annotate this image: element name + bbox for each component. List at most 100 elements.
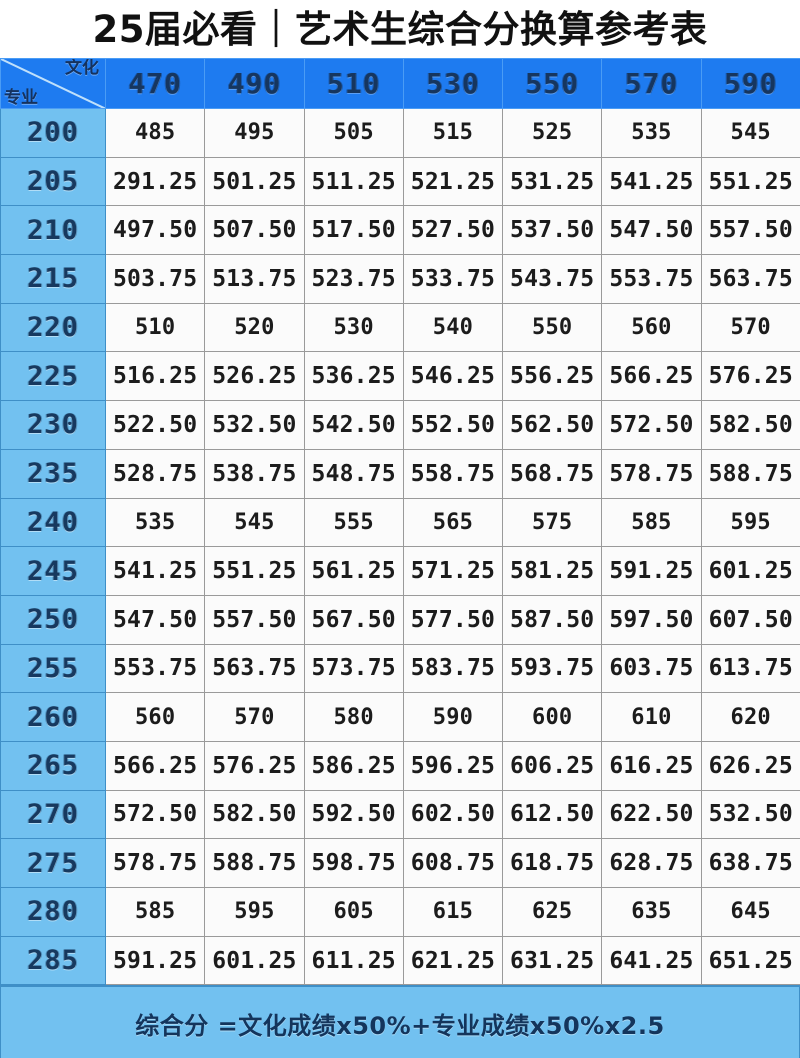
score-cell-r230-c530: 552.50 <box>402 400 504 450</box>
column-header-1: 490 <box>204 58 305 109</box>
score-cell-r240-c530: 565 <box>402 497 504 548</box>
score-cell-r280-c530: 615 <box>402 887 504 937</box>
table-row: 205 291.25 501.25 511.25 521.25 531.25 541.25 5… <box>0 156 800 207</box>
score-cell-r250-c490: 557.50 <box>204 594 305 645</box>
score-cell-r275-c510: 598.75 <box>303 838 404 888</box>
score-cell-r280-c490: 595 <box>204 887 305 937</box>
score-cell-r235-c570: 578.75 <box>601 448 702 499</box>
table-row: 285 591.25 601.25 611.25 621.25 631.25 641.25 6… <box>0 935 800 986</box>
formula-band: 综合分 =文化成绩x50%+专业成绩x50%x2.5 <box>0 985 800 1058</box>
column-header-5: 570 <box>601 58 702 109</box>
score-cell-r270-c490: 582.50 <box>204 789 305 840</box>
row-header-285: 285 <box>0 935 106 986</box>
score-cell-r245-c590: 601.25 <box>700 546 800 596</box>
score-conversion-table: 文化 专业 470 490 510 530 550 570 590 200 485… <box>0 58 800 986</box>
score-cell-r255-c470: 553.75 <box>104 643 206 694</box>
score-cell-r205-c490: 501.25 <box>204 156 305 207</box>
score-cell-r235-c530: 558.75 <box>402 448 504 499</box>
score-cell-r225-c490: 526.25 <box>204 351 305 402</box>
score-cell-r250-c550: 587.50 <box>502 594 603 645</box>
score-cell-r230-c570: 572.50 <box>601 400 702 450</box>
score-cell-r240-c570: 585 <box>601 497 702 548</box>
row-header-220: 220 <box>0 302 106 353</box>
score-cell-r265-c470: 566.25 <box>104 740 206 791</box>
score-cell-r220-c510: 530 <box>303 302 404 353</box>
score-cell-r230-c470: 522.50 <box>104 400 206 450</box>
score-cell-r285-c570: 641.25 <box>601 935 702 986</box>
row-header-230: 230 <box>0 400 106 450</box>
score-cell-r245-c570: 591.25 <box>601 546 702 596</box>
score-cell-r240-c550: 575 <box>502 497 603 548</box>
column-header-2: 510 <box>303 58 404 109</box>
score-table-container: 文化 专业 470 490 510 530 550 570 590 200 485… <box>0 58 800 986</box>
table-row: 280 585 595 605 615 625 635 645 <box>0 887 800 937</box>
table-header: 文化 专业 470 490 510 530 550 570 590 <box>0 58 800 109</box>
score-cell-r205-c530: 521.25 <box>402 156 504 207</box>
score-cell-r225-c550: 556.25 <box>502 351 603 402</box>
score-cell-r250-c510: 567.50 <box>303 594 404 645</box>
score-cell-r220-c590: 570 <box>700 302 800 353</box>
score-cell-r285-c590: 651.25 <box>700 935 800 986</box>
score-cell-r260-c590: 620 <box>700 692 800 742</box>
score-cell-r280-c510: 605 <box>303 887 404 937</box>
score-cell-r215-c510: 523.75 <box>303 254 404 304</box>
score-cell-r220-c530: 540 <box>402 302 504 353</box>
score-cell-r235-c510: 548.75 <box>303 448 404 499</box>
score-cell-r220-c490: 520 <box>204 302 305 353</box>
row-header-250: 250 <box>0 594 106 645</box>
score-cell-r265-c550: 606.25 <box>502 740 603 791</box>
column-header-6: 590 <box>700 58 800 109</box>
score-cell-r275-c470: 578.75 <box>104 838 206 888</box>
score-cell-r240-c510: 555 <box>303 497 404 548</box>
score-cell-r270-c530: 602.50 <box>402 789 504 840</box>
table-row: 210 497.50 507.50 517.50 527.50 537.50 547.50 5… <box>0 205 800 256</box>
row-header-235: 235 <box>0 448 106 499</box>
score-cell-r230-c590: 582.50 <box>700 400 800 450</box>
score-cell-r215-c570: 553.75 <box>601 254 702 304</box>
row-header-225: 225 <box>0 351 106 402</box>
column-header-3: 530 <box>402 58 504 109</box>
score-cell-r205-c470: 291.25 <box>104 156 206 207</box>
column-header-4: 550 <box>502 58 603 109</box>
row-header-275: 275 <box>0 838 106 888</box>
score-cell-r275-c550: 618.75 <box>502 838 603 888</box>
score-cell-r280-c590: 645 <box>700 887 800 937</box>
table-row: 215 503.75 513.75 523.75 533.75 543.75 553.75 5… <box>0 254 800 304</box>
score-cell-r250-c530: 577.50 <box>402 594 504 645</box>
table-row: 260 560 570 580 590 600 610 620 <box>0 692 800 742</box>
score-cell-r210-c490: 507.50 <box>204 205 305 256</box>
score-cell-r285-c490: 601.25 <box>204 935 305 986</box>
score-cell-r210-c470: 497.50 <box>104 205 206 256</box>
score-cell-r225-c510: 536.25 <box>303 351 404 402</box>
score-cell-r265-c590: 626.25 <box>700 740 800 791</box>
row-header-210: 210 <box>0 205 106 256</box>
score-cell-r260-c490: 570 <box>204 692 305 742</box>
score-cell-r225-c470: 516.25 <box>104 351 206 402</box>
score-cell-r225-c530: 546.25 <box>402 351 504 402</box>
table-row: 250 547.50 557.50 567.50 577.50 587.50 597.50 6… <box>0 594 800 645</box>
score-cell-r255-c570: 603.75 <box>601 643 702 694</box>
score-cell-r230-c490: 532.50 <box>204 400 305 450</box>
score-cell-r215-c590: 563.75 <box>700 254 800 304</box>
table-row: 255 553.75 563.75 573.75 583.75 593.75 603.75 6… <box>0 643 800 694</box>
score-cell-r205-c550: 531.25 <box>502 156 603 207</box>
row-header-265: 265 <box>0 740 106 791</box>
score-cell-r285-c470: 591.25 <box>104 935 206 986</box>
row-header-200: 200 <box>0 108 106 158</box>
score-cell-r200-c490: 495 <box>204 108 305 158</box>
score-cell-r265-c510: 586.25 <box>303 740 404 791</box>
score-cell-r260-c550: 600 <box>502 692 603 742</box>
row-header-280: 280 <box>0 887 106 937</box>
score-cell-r240-c490: 545 <box>204 497 305 548</box>
score-cell-r210-c590: 557.50 <box>700 205 800 256</box>
score-cell-r210-c570: 547.50 <box>601 205 702 256</box>
score-cell-r205-c510: 511.25 <box>303 156 404 207</box>
score-cell-r220-c550: 550 <box>502 302 603 353</box>
table-row: 265 566.25 576.25 586.25 596.25 606.25 616.25 6… <box>0 740 800 791</box>
score-cell-r220-c570: 560 <box>601 302 702 353</box>
score-cell-r285-c550: 631.25 <box>502 935 603 986</box>
score-cell-r230-c550: 562.50 <box>502 400 603 450</box>
score-cell-r235-c590: 588.75 <box>700 448 800 499</box>
score-cell-r245-c470: 541.25 <box>104 546 206 596</box>
